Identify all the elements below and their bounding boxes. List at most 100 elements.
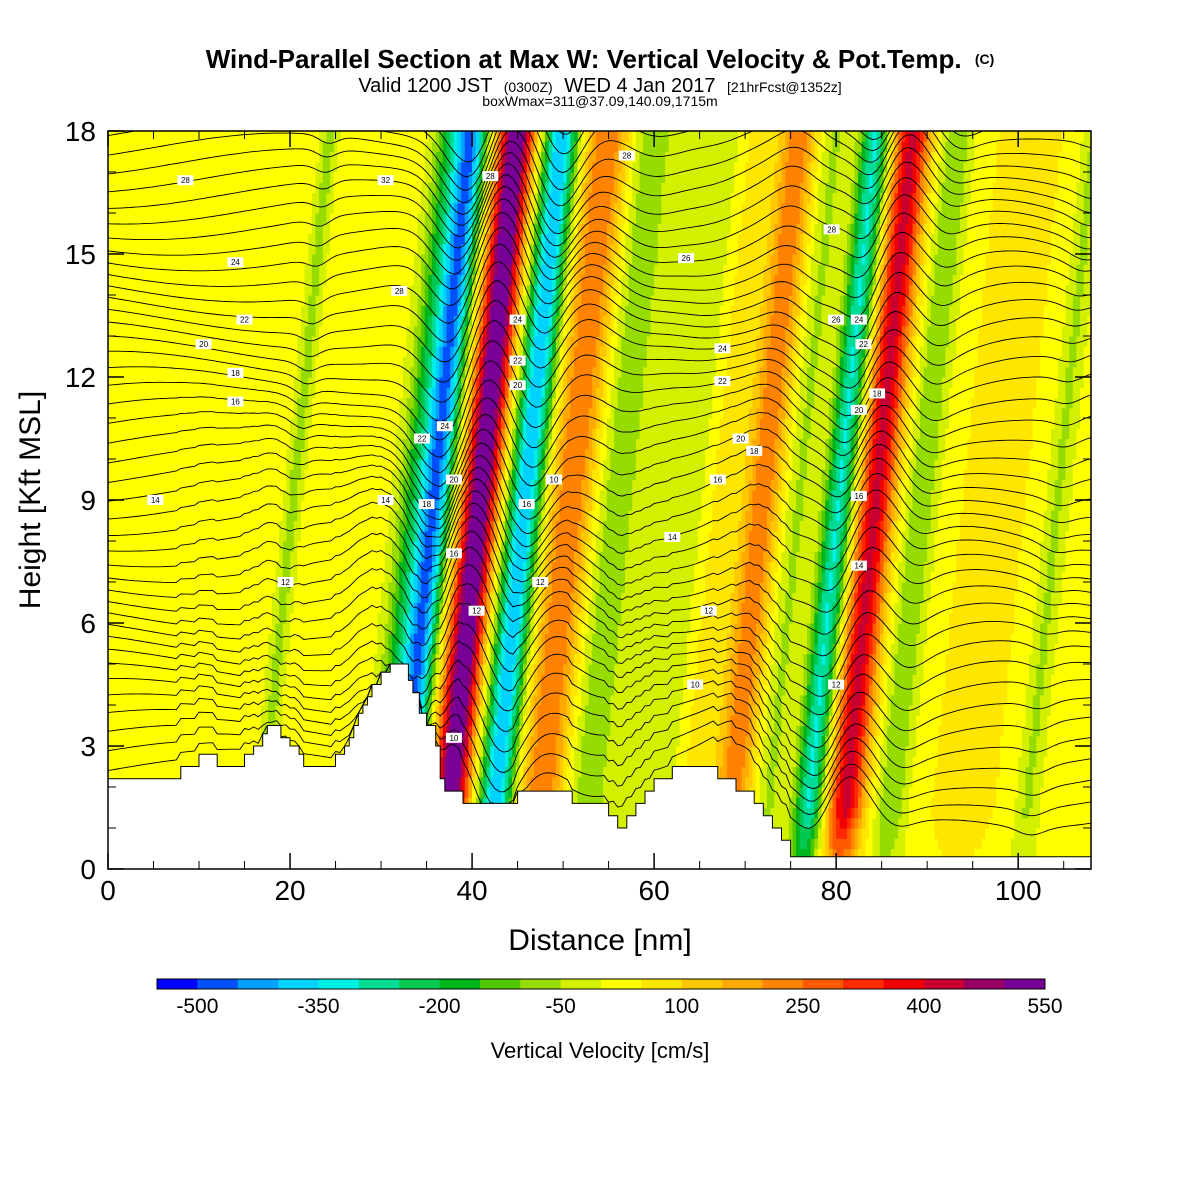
velocity-cell xyxy=(195,520,200,532)
velocity-cell xyxy=(133,202,138,214)
velocity-cell xyxy=(231,735,237,747)
velocity-cell xyxy=(268,151,273,163)
velocity-cell xyxy=(290,254,295,265)
velocity-cell xyxy=(195,612,200,624)
velocity-cell xyxy=(158,387,164,399)
velocity-cell xyxy=(293,131,298,142)
velocity-cell xyxy=(260,520,266,532)
velocity-cell xyxy=(213,243,218,255)
velocity-cell xyxy=(304,172,309,183)
velocity-cell xyxy=(344,274,349,286)
velocity-cell xyxy=(173,161,178,173)
velocity-cell xyxy=(129,295,135,306)
velocity-cell xyxy=(260,254,266,265)
velocity-cell xyxy=(118,418,124,429)
velocity-cell xyxy=(315,530,320,542)
velocity-cell xyxy=(202,448,207,460)
velocity-cell xyxy=(224,284,229,296)
velocity-cell xyxy=(169,561,175,573)
velocity-cell xyxy=(271,643,277,655)
velocity-cell xyxy=(115,459,120,470)
velocity-cell xyxy=(173,397,178,409)
velocity-cell xyxy=(246,633,251,645)
chart-title-main: Wind-Parallel Section at Max W: Vertical… xyxy=(206,44,962,74)
velocity-cell xyxy=(173,243,178,255)
velocity-cell xyxy=(264,582,269,593)
velocity-cell xyxy=(275,715,280,727)
velocity-cell xyxy=(257,366,262,378)
velocity-cell xyxy=(268,705,273,716)
velocity-cell xyxy=(249,705,255,716)
velocity-cell xyxy=(195,438,200,450)
velocity-cell xyxy=(166,592,171,604)
velocity-cell xyxy=(260,182,266,194)
velocity-cell xyxy=(199,520,204,532)
velocity-cell xyxy=(199,664,204,675)
velocity-cell xyxy=(337,510,342,522)
velocity-cell xyxy=(257,295,262,306)
velocity-cell xyxy=(118,725,124,737)
velocity-cell xyxy=(173,510,178,522)
velocity-cell xyxy=(118,448,124,460)
velocity-cell xyxy=(351,407,357,419)
velocity-cell xyxy=(148,223,153,235)
velocity-cell xyxy=(290,407,295,419)
velocity-cell xyxy=(308,541,313,552)
velocity-cell xyxy=(129,571,135,583)
velocity-cell xyxy=(315,633,320,645)
velocity-cell xyxy=(257,489,262,501)
velocity-cell xyxy=(118,510,124,522)
velocity-cell xyxy=(351,202,357,214)
velocity-cell xyxy=(188,202,193,214)
velocity-cell xyxy=(249,264,255,276)
velocity-cell xyxy=(151,284,156,296)
velocity-cell xyxy=(111,623,116,634)
velocity-cell xyxy=(319,725,324,737)
velocity-cell xyxy=(199,541,204,552)
velocity-cell xyxy=(275,623,280,634)
velocity-cell xyxy=(188,489,193,501)
velocity-cell xyxy=(264,602,269,614)
velocity-cell xyxy=(213,469,218,481)
velocity-cell xyxy=(228,213,233,224)
velocity-cell xyxy=(180,489,186,501)
velocity-cell xyxy=(297,192,302,204)
velocity-cell xyxy=(220,592,226,604)
velocity-cell xyxy=(231,141,237,153)
velocity-cell xyxy=(173,448,178,460)
velocity-cell xyxy=(133,387,138,399)
velocity-cell xyxy=(202,479,207,491)
velocity-cell xyxy=(115,131,120,142)
velocity-cell xyxy=(268,336,273,347)
velocity-cell xyxy=(319,694,324,706)
velocity-cell xyxy=(213,459,218,470)
velocity-cell xyxy=(129,213,135,224)
velocity-cell xyxy=(246,479,251,491)
velocity-cell xyxy=(286,192,291,204)
velocity-cell xyxy=(191,520,196,532)
velocity-cell xyxy=(111,602,116,614)
velocity-cell xyxy=(249,694,255,706)
velocity-cell xyxy=(166,530,171,542)
velocity-cell xyxy=(188,561,193,573)
velocity-cell xyxy=(304,336,309,347)
velocity-cell xyxy=(249,151,255,163)
velocity-cell xyxy=(249,213,255,224)
velocity-cell xyxy=(217,192,222,204)
velocity-cell xyxy=(315,141,320,153)
velocity-cell xyxy=(166,243,171,255)
velocity-cell xyxy=(344,500,349,511)
velocity-cell xyxy=(341,305,346,317)
velocity-cell xyxy=(122,274,127,286)
velocity-cell xyxy=(140,530,146,542)
velocity-cell xyxy=(115,213,120,224)
velocity-cell xyxy=(271,469,277,481)
velocity-cell xyxy=(188,592,193,604)
velocity-cell xyxy=(224,582,229,593)
velocity-cell xyxy=(268,459,273,470)
velocity-cell xyxy=(315,684,320,696)
velocity-cell xyxy=(111,182,116,194)
velocity-cell xyxy=(220,582,226,593)
velocity-cell xyxy=(293,612,298,624)
velocity-cell xyxy=(315,305,320,317)
